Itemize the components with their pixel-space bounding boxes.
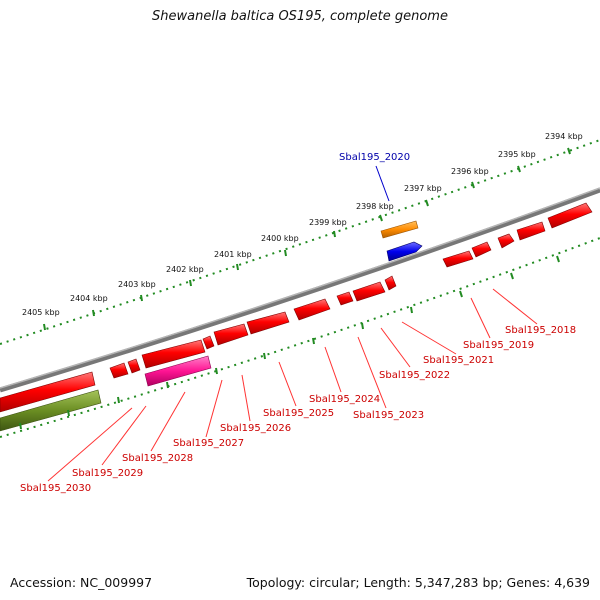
gene-red: [384, 275, 397, 291]
ruler-tick: [43, 323, 46, 331]
gene-pink: [144, 355, 212, 387]
ruler-tick: [459, 290, 463, 298]
leader-line: [278, 361, 297, 407]
gene-red: [0, 371, 96, 413]
ruler-tick: [556, 255, 560, 263]
ruler-label: 2403 kbp: [118, 280, 156, 289]
gene-blue: [386, 241, 423, 262]
leader-line: [401, 321, 457, 355]
gene-red: [352, 281, 386, 302]
ruler-tick: [410, 306, 413, 314]
ruler-label: 2405 kbp: [22, 308, 60, 317]
ruler-tick: [117, 396, 120, 404]
leader-line: [101, 405, 147, 466]
leader-line: [375, 165, 390, 202]
leader-line: [241, 374, 251, 422]
ruler-label: 2400 kbp: [261, 234, 299, 243]
ruler-tick: [425, 199, 429, 207]
gene-red: [516, 221, 546, 241]
ruler-label: 2404 kbp: [70, 294, 108, 303]
gene-red: [442, 250, 474, 268]
ruler-tick: [67, 409, 70, 417]
leader-line: [470, 297, 491, 339]
gene-orange: [380, 220, 419, 239]
leader-line: [380, 327, 411, 368]
gene-label: Sbal195_2030: [20, 483, 91, 494]
genome-summary-text: Topology: circular; Length: 5,347,283 bp…: [246, 575, 590, 590]
leader-line: [205, 379, 223, 438]
ruler-tick: [312, 337, 315, 345]
ruler-labels: 2394 kbp 2395 kbp 2396 kbp 2397 kbp 2398…: [22, 132, 583, 317]
ruler-tick: [333, 230, 336, 238]
leader-line: [357, 336, 387, 409]
gene-red: [109, 362, 129, 379]
leader-line: [150, 391, 186, 452]
gene-label: Sbal195_2019: [463, 340, 534, 351]
gene-label: Sbal195_2026: [220, 423, 291, 434]
leader-line: [324, 346, 342, 393]
ruler-tick: [236, 263, 239, 271]
gene-labels: Sbal195_2020 Sbal195_2018 Sbal195_2019 S…: [20, 152, 576, 494]
gene-label: Sbal195_2023: [353, 410, 424, 421]
gene-label: Sbal195_2028: [122, 453, 193, 464]
ruler-tick: [379, 214, 383, 222]
forward-genes: [380, 220, 419, 239]
gene-red: [246, 311, 290, 335]
accession-text: Accession: NC_009997: [10, 575, 153, 590]
gene-olive: [0, 389, 102, 432]
leader-line: [492, 288, 538, 325]
ruler-tick: [19, 422, 22, 430]
ruler-label: 2394 kbp: [545, 132, 583, 141]
ruler-label: 2395 kbp: [498, 150, 536, 159]
gene-label: Sbal195_2018: [505, 325, 576, 336]
ruler-tick: [263, 352, 266, 360]
gene-red: [293, 298, 331, 321]
ruler-label: 2397 kbp: [404, 184, 442, 193]
ruler-tick: [215, 367, 218, 375]
gene-red: [336, 291, 354, 306]
ruler-tick: [166, 381, 169, 389]
gene-label: Sbal195_2020: [339, 152, 410, 163]
ruler-tick: [361, 322, 364, 330]
ruler-tick: [567, 147, 571, 155]
genome-backbone: [0, 187, 600, 393]
ruler-tick: [92, 309, 95, 317]
gene-label: Sbal195_2029: [72, 468, 143, 479]
map-title: Shewanella baltica OS195, complete genom…: [152, 9, 448, 24]
ruler-tick: [140, 294, 143, 302]
gene-label: Sbal195_2025: [263, 408, 334, 419]
ruler-label: 2401 kbp: [214, 250, 252, 259]
gene-red: [202, 335, 215, 350]
gene-red: [547, 202, 593, 229]
strand-features: [0, 202, 593, 432]
ruler-tick: [189, 279, 192, 287]
ruler-tick: [517, 165, 521, 173]
gene-red: [497, 233, 515, 249]
ruler-label: 2399 kbp: [309, 218, 347, 227]
ruler-tick: [471, 181, 475, 189]
ruler-label: 2398 kbp: [356, 202, 394, 211]
gene-red: [471, 241, 492, 258]
outer-ruler-ticks: [43, 147, 571, 331]
gene-label: Sbal195_2024: [309, 394, 380, 405]
leader-line: [47, 407, 133, 482]
gene-label: Sbal195_2022: [379, 370, 450, 381]
gene-label: Sbal195_2021: [423, 355, 494, 366]
gene-label: Sbal195_2027: [173, 438, 244, 449]
ruler-tick: [510, 272, 514, 280]
gene-red: [213, 323, 249, 346]
ruler-label: 2402 kbp: [166, 265, 204, 274]
inner-ruler-ticks: [19, 255, 560, 430]
gene-red: [127, 358, 141, 374]
ruler-label: 2396 kbp: [451, 167, 489, 176]
leader-lines: [47, 165, 538, 482]
gene-red: [141, 339, 206, 369]
ruler-tick: [284, 249, 287, 257]
